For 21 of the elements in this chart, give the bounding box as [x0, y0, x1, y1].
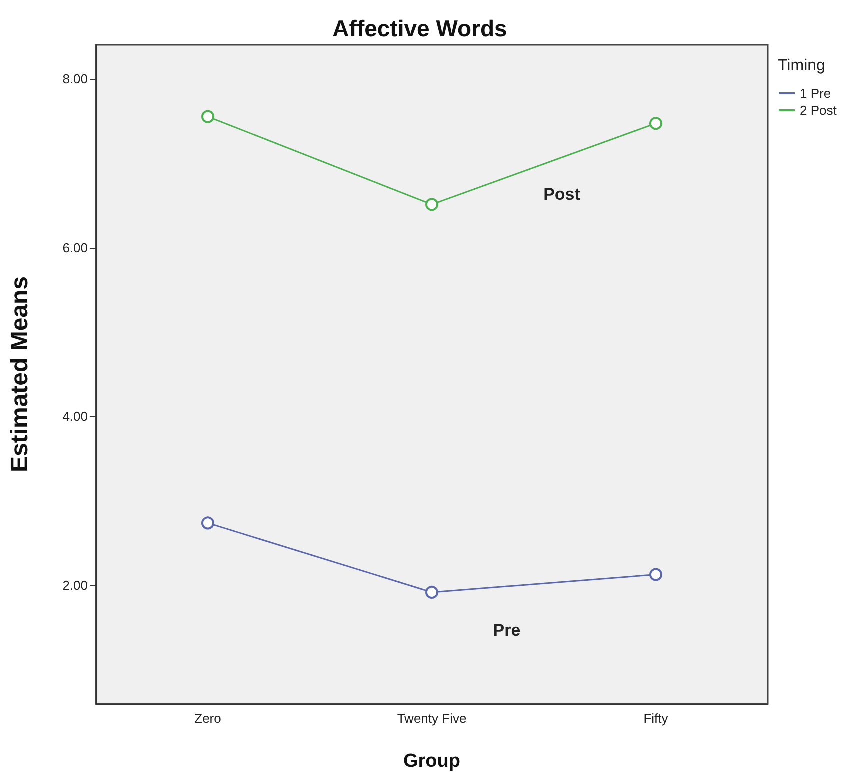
y-tick-label: 2.00 [62, 578, 88, 594]
annotation: Post [544, 185, 581, 204]
y-tick-label: 6.00 [62, 240, 88, 256]
point [202, 110, 214, 124]
annotation: Pre [493, 620, 521, 640]
x-tick-label: Twenty Five [397, 711, 467, 726]
y-tick-label: 8.00 [62, 71, 88, 86]
y-axis-title: Estimated Means [6, 276, 34, 473]
x-tick-label: Zero [194, 711, 222, 726]
x-tick-label: Fifty [644, 711, 669, 726]
point [650, 568, 662, 582]
legend-label: 2 Post [800, 103, 838, 118]
chart-title: Affective Words [332, 16, 508, 42]
legend-label: 1 Pre [800, 86, 832, 101]
x-axis-title: Group [404, 751, 460, 772]
point [426, 198, 438, 212]
legend-title: Timing [778, 58, 826, 74]
point [650, 117, 662, 130]
y-tick-label: 4.00 [62, 409, 88, 424]
point [426, 586, 438, 599]
point [202, 516, 214, 530]
